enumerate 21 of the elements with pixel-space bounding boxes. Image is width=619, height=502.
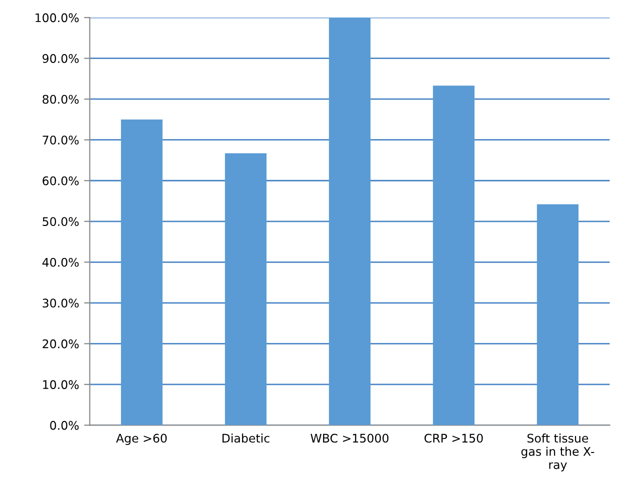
x-tick-label: WBC >15000	[310, 434, 388, 443]
y-tick-label: 0.0%	[50, 420, 79, 430]
x-tick-label: Diabetic	[222, 434, 270, 443]
x-tick-label: Soft tissue gas in the X- ray	[521, 434, 594, 472]
y-tick-label: 50.0%	[42, 217, 79, 226]
y-tick-label: 20.0%	[42, 339, 79, 348]
y-tick-label: 40.0%	[42, 258, 79, 267]
y-tick-label: 30.0%	[42, 298, 79, 308]
y-tick-label: 100.0%	[36, 13, 79, 22]
y-tick-label: 70.0%	[42, 136, 79, 145]
x-tick-label: Age >60	[116, 434, 167, 445]
bar	[120, 119, 163, 426]
bar	[224, 153, 267, 426]
y-tick-label: 80.0%	[42, 94, 79, 104]
y-tick-label: 90.0%	[42, 54, 79, 63]
y-tick-label: 10.0%	[43, 380, 79, 390]
x-tick-label: CRP >150	[424, 434, 483, 443]
y-tick-label: 60.0%	[42, 176, 79, 186]
bar	[432, 86, 475, 426]
bar	[536, 204, 579, 426]
bar	[328, 18, 371, 426]
